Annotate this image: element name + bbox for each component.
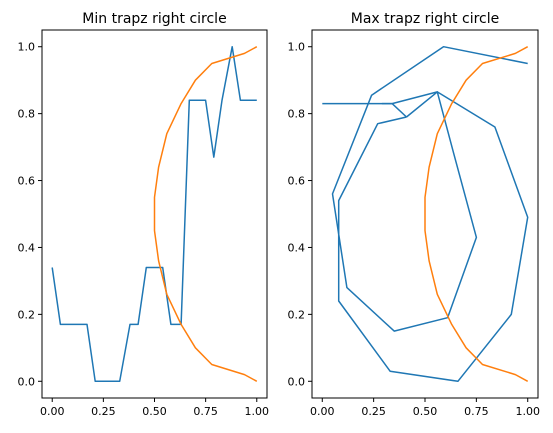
right-plot-content: 0.00 0.25 0.50 0.75 1.00 0.0 0.2 0.4 0.6 0.8 1.0: [288, 41, 540, 418]
right-series-line-2: [337, 91, 529, 383]
right-series-line-0: [322, 45, 528, 332]
left-y-tick-label-0: 0.0: [18, 375, 36, 388]
left-x-tick-label-1: 0.25: [91, 405, 116, 418]
right-series-line-3: [424, 46, 529, 382]
right-x-tick-label-3: 0.75: [464, 405, 489, 418]
right-y-tick-label-0: 0.0: [288, 375, 306, 388]
right-x-tick-label-0: 0.00: [310, 405, 335, 418]
left-x-tick-label-4: 1.00: [245, 405, 270, 418]
left-series-line-0: [51, 45, 257, 383]
left-x-tick-label-2: 0.50: [142, 405, 167, 418]
right-x-tick-label-1: 0.25: [361, 405, 386, 418]
right-y-tick-label-1: 0.2: [288, 308, 306, 321]
left-subplot: Min trapz right circle 0.00 0.25 0.50 0.75 1…: [18, 11, 270, 418]
left-y-tick-label-4: 0.8: [18, 108, 36, 121]
right-y-tick-label-5: 1.0: [288, 41, 306, 54]
left-y-tick-label-1: 0.2: [18, 308, 36, 321]
right-subplot: Max trapz right circle 0.00 0.25 0.50 0.75 1…: [288, 11, 540, 418]
right-y-tick-label-2: 0.4: [288, 241, 306, 254]
left-series-line-1: [153, 46, 258, 382]
right-series-line-1: [381, 102, 408, 118]
right-x-tick-label-4: 1.00: [515, 405, 540, 418]
left-x-tick-label-3: 0.75: [193, 405, 218, 418]
left-x-tick-label-0: 0.00: [40, 405, 65, 418]
left-y-tick-label-3: 0.6: [18, 175, 36, 188]
left-y-tick-label-5: 1.0: [18, 41, 36, 54]
left-plot-content: 0.00 0.25 0.50 0.75 1.00 0.0 0.2 0.4 0.6 0.8 1.0: [18, 41, 270, 418]
left-chart-title: Min trapz right circle: [82, 11, 226, 27]
left-plot-frame: [41, 29, 268, 399]
left-y-tick-label-2: 0.4: [18, 241, 36, 254]
right-chart-title: Max trapz right circle: [351, 11, 499, 27]
right-x-tick-label-2: 0.50: [413, 405, 438, 418]
right-y-tick-label-4: 0.8: [288, 108, 306, 121]
right-y-tick-label-3: 0.6: [288, 175, 306, 188]
right-plot-frame: [311, 29, 539, 399]
